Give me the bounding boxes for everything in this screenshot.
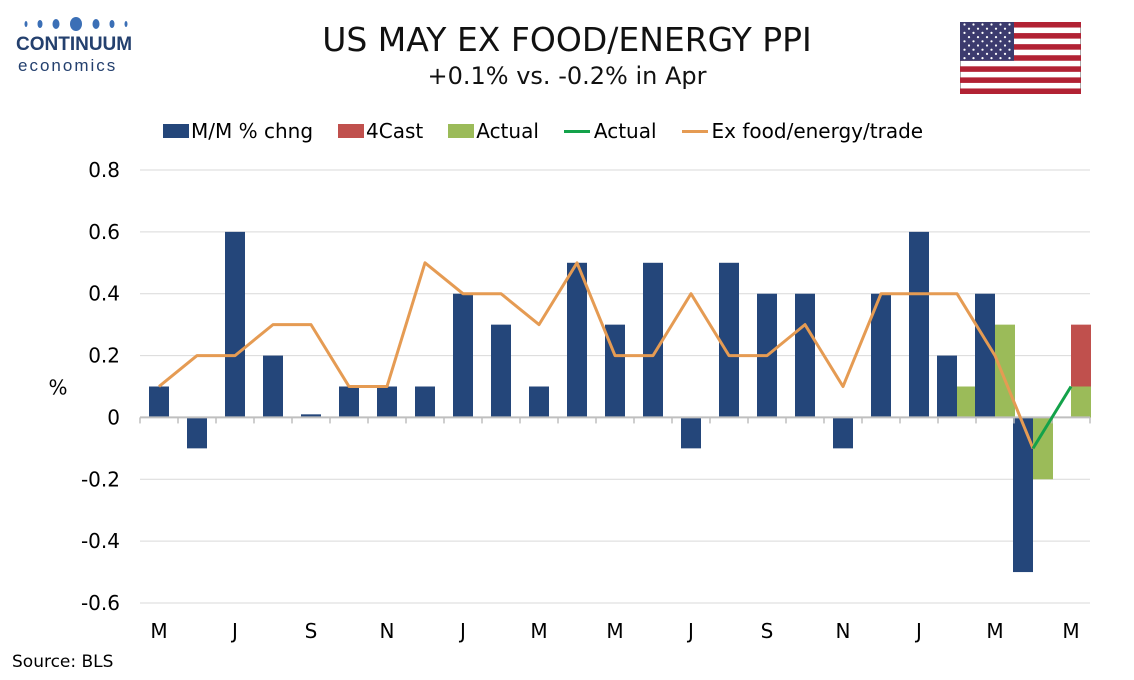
- x-tick-label: N: [836, 619, 851, 643]
- legend-label-actual-bar: Actual: [476, 119, 539, 143]
- y-tick-label: 0.8: [88, 158, 120, 182]
- line-actual: [1031, 385, 1073, 450]
- bar-mm: [605, 324, 625, 418]
- y-tick-label: 0: [107, 405, 120, 429]
- us-flag-icon: [960, 22, 1081, 94]
- x-tick-label: S: [305, 619, 318, 643]
- legend-item-forecast: 4Cast: [338, 119, 423, 143]
- bar-mm: [833, 417, 853, 449]
- x-tick-label: J: [458, 619, 466, 643]
- y-tick-label: -0.6: [81, 591, 120, 615]
- x-tick-label: M: [986, 619, 1003, 643]
- y-tick-label: 0.4: [88, 282, 120, 306]
- bar-mm: [491, 324, 511, 418]
- x-tick-label: M: [530, 619, 547, 643]
- bar-mm: [263, 355, 283, 418]
- legend-item-actual-bar: Actual: [448, 119, 539, 143]
- legend-swatch-mm: [163, 124, 189, 138]
- bar-mm: [795, 293, 815, 418]
- line-ex-food-energy-trade: [158, 261, 1035, 449]
- y-axis-label: %: [48, 376, 67, 400]
- bar-mm: [377, 386, 397, 418]
- legend-item-mm: M/M % chng: [163, 119, 313, 143]
- logo-tagline: economics: [18, 56, 118, 75]
- logo-wordmark: CONTINUUM: [16, 34, 133, 55]
- bar-mm: [643, 262, 663, 418]
- x-tick-label: J: [230, 619, 238, 643]
- bar-mm: [681, 417, 701, 449]
- y-tick-label: 0.6: [88, 220, 120, 244]
- legend-label-forecast: 4Cast: [366, 119, 424, 143]
- legend-swatch-actual-line: [563, 129, 590, 133]
- x-tick-label: M: [150, 619, 167, 643]
- bar-mm: [529, 386, 549, 418]
- legend-label-ex-trade: Ex food/energy/trade: [711, 119, 924, 143]
- legend-item-ex-trade: Ex food/energy/trade: [681, 119, 924, 143]
- bar-mm: [871, 293, 891, 418]
- x-tick-label: J: [914, 619, 922, 643]
- chart-title: US MAY EX FOOD/ENERGY PPI: [322, 20, 812, 59]
- y-tick-label: 0.2: [88, 344, 120, 368]
- bar-mm: [453, 293, 473, 418]
- bar-mm: [149, 386, 169, 418]
- bar-mm: [301, 414, 321, 418]
- bar-mm: [975, 293, 995, 418]
- bar-mm: [339, 386, 359, 418]
- y-tick-label: -0.2: [81, 467, 120, 491]
- bar-mm: [225, 231, 245, 418]
- bar-mm: [937, 355, 957, 418]
- bar-mm: [567, 262, 587, 418]
- x-tick-label: N: [380, 619, 395, 643]
- x-tick-label: M: [606, 619, 623, 643]
- x-tick-label: J: [686, 619, 694, 643]
- legend-label-mm: M/M % chng: [191, 119, 314, 143]
- bar-mm: [415, 386, 435, 418]
- x-tick-label: S: [761, 619, 774, 643]
- bar-actual: [1033, 417, 1053, 480]
- bar-mm: [187, 417, 207, 449]
- bar-actual: [1071, 386, 1091, 418]
- legend-swatch-actual-bar: [448, 124, 475, 138]
- legend-swatch-ex-trade: [681, 129, 708, 133]
- chart-legend: M/M % chng 4Cast Actual Actual Ex food/e…: [163, 118, 948, 144]
- source-note: Source: BLS: [12, 652, 114, 672]
- continuum-economics-logo: CONTINUUM economics: [12, 14, 137, 84]
- bar-actual: [995, 324, 1015, 418]
- bar-mm: [909, 231, 929, 418]
- legend-item-actual-line: Actual: [563, 119, 657, 143]
- x-tick-label: M: [1062, 619, 1079, 643]
- legend-label-actual-line: Actual: [593, 119, 657, 143]
- bar-mm: [719, 262, 739, 418]
- bar-mm: [1013, 417, 1033, 573]
- logo-dots-icon: [24, 17, 128, 31]
- legend-swatch-forecast: [338, 124, 365, 138]
- chart-subtitle: +0.1% vs. -0.2% in Apr: [427, 62, 707, 90]
- y-tick-label: -0.4: [81, 529, 120, 553]
- bar-actual: [957, 386, 977, 418]
